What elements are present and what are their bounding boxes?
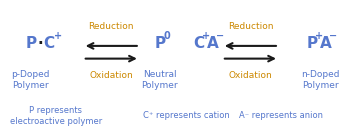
Text: P: P [307, 36, 318, 51]
Text: P: P [154, 36, 165, 51]
Text: A: A [320, 36, 332, 51]
Text: Oxidation: Oxidation [89, 71, 133, 80]
Text: Reduction: Reduction [89, 22, 134, 31]
Text: +: + [202, 31, 210, 41]
Text: 0: 0 [164, 31, 171, 41]
Text: C: C [193, 36, 204, 51]
Text: C: C [43, 36, 54, 51]
Text: −: − [329, 31, 337, 41]
Text: n-Doped
Polymer: n-Doped Polymer [302, 70, 340, 90]
Text: Reduction: Reduction [228, 22, 273, 31]
Text: P represents
electroactive polymer: P represents electroactive polymer [10, 106, 102, 126]
Text: +: + [315, 31, 324, 41]
Text: +: + [53, 31, 62, 41]
Text: Oxidation: Oxidation [229, 71, 272, 80]
Text: A: A [207, 36, 219, 51]
Text: C⁺ represents cation: C⁺ represents cation [143, 111, 230, 120]
Text: p-Doped
Polymer: p-Doped Polymer [12, 70, 50, 90]
Text: Neutral
Polymer: Neutral Polymer [142, 70, 178, 90]
Text: A⁻ represents anion: A⁻ represents anion [239, 111, 322, 120]
Text: ·: · [37, 36, 43, 51]
Text: P: P [25, 36, 36, 51]
Text: −: − [216, 31, 224, 41]
